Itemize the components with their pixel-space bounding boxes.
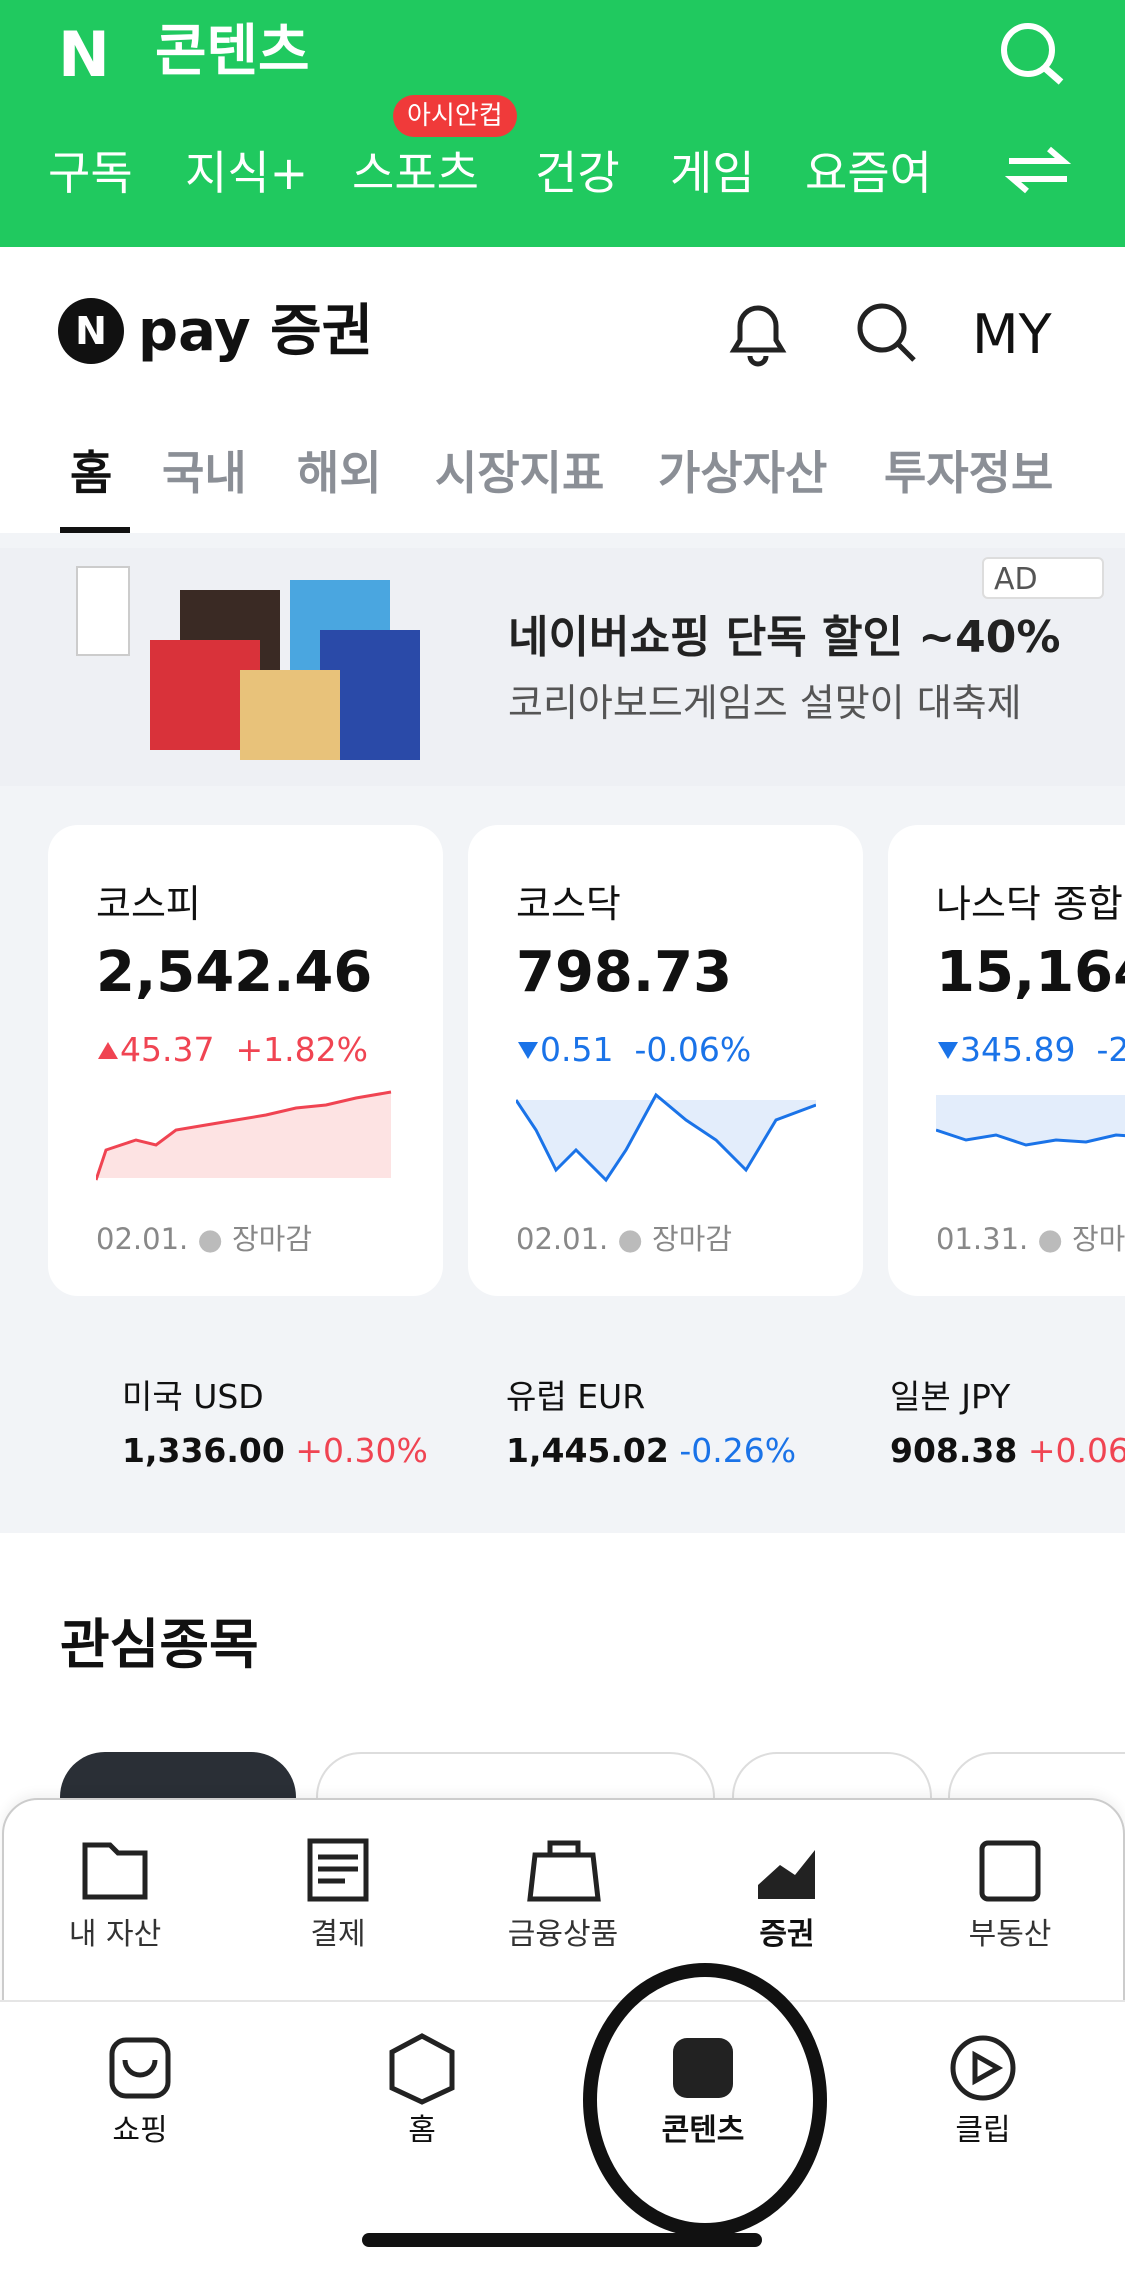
change: 345.89 xyxy=(960,1030,1076,1069)
arrow xyxy=(96,1030,120,1069)
change: 0.51 xyxy=(540,1030,614,1069)
date: 01.31. xyxy=(936,1222,1029,1256)
header-tab[interactable]: 지식+ xyxy=(185,146,309,200)
tab[interactable]: 투자정보 xyxy=(884,446,1054,500)
currency-name: 일본 JPY xyxy=(890,1377,1011,1416)
tab[interactable]: 해외 xyxy=(297,446,382,500)
header-tab[interactable]: 구독 xyxy=(48,146,133,200)
swap-icon[interactable] xyxy=(1005,145,1071,195)
bottom-nav xyxy=(0,2000,1125,2269)
arrow-icon xyxy=(98,1042,118,1059)
tab-underline xyxy=(60,527,130,533)
svg-text:N: N xyxy=(75,309,107,353)
index-value: 2,542.46 xyxy=(96,940,373,1005)
my-button[interactable]: MY xyxy=(972,303,1052,366)
index-card[interactable]: 코스피 2,542.46 45.37 +1.82% 02.01. ● 장마감 xyxy=(48,825,443,1296)
status: 장마감 xyxy=(232,1222,313,1256)
ad-image xyxy=(150,580,420,760)
top-header xyxy=(0,0,1125,247)
tab[interactable]: 시장지표 xyxy=(435,446,605,500)
watchlist-title: 관심종목 xyxy=(60,1613,259,1676)
pay-nav-icons xyxy=(82,1838,1041,1902)
index-card[interactable]: 나스닥 종합 15,164. 345.89 -2 01.31. ● 장마감 xyxy=(888,825,1125,1296)
ad-subtitle: 코리아보드게임즈 설맞이 대축제 xyxy=(508,681,1022,725)
header-tab[interactable]: 요즘여 xyxy=(805,150,932,196)
bell-icon[interactable] xyxy=(722,298,794,368)
rate: -2 xyxy=(1096,1030,1125,1069)
status: 장마감 xyxy=(1072,1222,1125,1256)
index-date: 02.01. ● 장마감 xyxy=(516,1222,733,1256)
index-name: 코스닥 xyxy=(516,882,621,926)
index-date: 02.01. ● 장마감 xyxy=(96,1222,313,1256)
header-tab[interactable]: 스포츠 xyxy=(352,146,479,200)
tab[interactable]: 국내 xyxy=(162,446,247,500)
currency-value: 908.38 xyxy=(890,1431,1018,1470)
bottom-nav-item[interactable]: 홈 xyxy=(408,2113,436,2148)
arrow-icon xyxy=(938,1042,958,1059)
arrow xyxy=(936,1030,960,1069)
currency-name: 유럽 EUR xyxy=(506,1377,646,1416)
bottom-nav-item[interactable]: 쇼핑 xyxy=(112,2113,168,2148)
pay-nav-item[interactable]: 결제 xyxy=(310,1917,366,1952)
pay-nav-item[interactable]: 부동산 xyxy=(968,1917,1052,1952)
arrow-icon xyxy=(518,1042,538,1059)
tab[interactable]: 홈 xyxy=(70,446,113,500)
index-value: 798.73 xyxy=(516,940,733,1005)
index-change: 345.89 -2 xyxy=(936,1033,1125,1066)
search-icon[interactable] xyxy=(995,18,1075,88)
arrow xyxy=(516,1030,540,1069)
bottom-nav-item[interactable]: 콘텐츠 xyxy=(661,2113,745,2148)
sparkline xyxy=(516,1092,816,1183)
currency-rate: -0.26% xyxy=(679,1431,797,1470)
home-indicator xyxy=(362,2233,762,2247)
ad-title: 네이버쇼핑 단독 할인 ~40% xyxy=(508,612,1061,663)
currency-row[interactable]: 1,336.00 +0.30% xyxy=(122,1434,428,1467)
currency-rate: +0.30% xyxy=(295,1431,428,1470)
naver-logo[interactable]: N xyxy=(58,18,110,91)
bottom-nav-item[interactable]: 클립 xyxy=(955,2113,1011,2148)
index-date: 01.31. ● 장마감 xyxy=(936,1225,1125,1254)
currency-value: 1,336.00 xyxy=(122,1431,285,1470)
pay-nav-item[interactable]: 증권 xyxy=(759,1917,815,1952)
ad-label[interactable]: AD xyxy=(982,557,1104,599)
date: 02.01. xyxy=(96,1222,189,1256)
sparkline xyxy=(936,1095,1125,1147)
rate: +1.82% xyxy=(235,1030,368,1069)
change: 45.37 xyxy=(120,1030,215,1069)
pay-logo-icon: N xyxy=(58,298,124,364)
currency-row[interactable]: 908.38 +0.06% xyxy=(890,1434,1125,1467)
tab[interactable]: 가상자산 xyxy=(658,446,828,500)
pay-logo: pay 증권 xyxy=(138,299,374,364)
header-title: 콘텐츠 xyxy=(155,19,310,84)
currency-value: 1,445.02 xyxy=(506,1431,669,1470)
pay-nav-item[interactable]: 내 자산 xyxy=(68,1917,162,1952)
index-change: 0.51 -0.06% xyxy=(516,1033,751,1066)
index-name: 나스닥 종합 xyxy=(936,882,1123,926)
currency-row[interactable]: 1,445.02 -0.26% xyxy=(506,1434,796,1467)
search-icon[interactable] xyxy=(852,298,922,368)
sparkline xyxy=(96,1090,392,1181)
bottom-nav-icons xyxy=(109,2033,1016,2105)
highlight-circle xyxy=(583,1963,827,2237)
header-tab[interactable]: 게임 xyxy=(670,146,755,200)
index-value: 15,164. xyxy=(936,940,1125,1005)
status: 장마감 xyxy=(652,1222,733,1256)
index-change: 45.37 +1.82% xyxy=(96,1033,368,1066)
date: 02.01. xyxy=(516,1222,609,1256)
ad-brand-logo xyxy=(76,566,130,656)
index-name: 코스피 xyxy=(96,882,201,926)
currency-rate: +0.06% xyxy=(1027,1431,1125,1470)
currency-name: 미국 USD xyxy=(122,1377,264,1416)
header-tab[interactable]: 건강 xyxy=(535,146,620,200)
index-card[interactable]: 코스닥 798.73 0.51 -0.06% 02.01. ● 장마감 xyxy=(468,825,863,1296)
badge: 아시안컵 xyxy=(393,95,517,137)
rate: -0.06% xyxy=(634,1030,752,1069)
pay-nav-item[interactable]: 금융상품 xyxy=(507,1917,619,1952)
